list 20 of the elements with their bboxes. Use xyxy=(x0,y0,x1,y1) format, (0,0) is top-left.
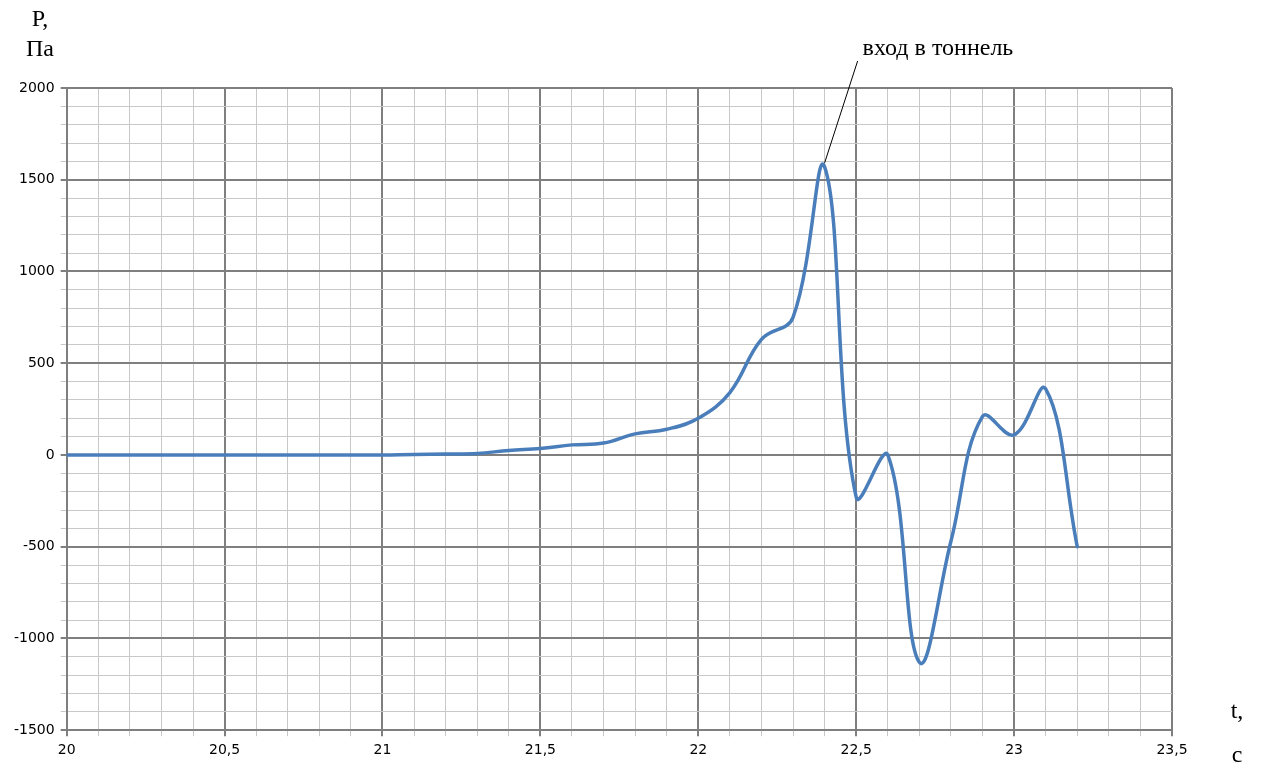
x-tick-label: 20 xyxy=(57,741,76,758)
annotation: вход в тоннель xyxy=(862,34,1014,60)
x-tick-label: 22 xyxy=(689,741,708,758)
x-tick-label: 21,5 xyxy=(524,741,556,758)
y-tick-label: -500 xyxy=(22,537,55,554)
line-series xyxy=(66,164,1080,665)
x-tick-label: 23,5 xyxy=(1156,741,1188,758)
y-tick-label: 1000 xyxy=(19,262,55,279)
x-tick-label: 22,5 xyxy=(840,741,872,758)
x-axis-title: t, с xyxy=(1230,697,1244,768)
x-tick-label: 23 xyxy=(1005,741,1024,758)
y-tick-label: 0 xyxy=(45,445,55,462)
y-axis-title: P, Па xyxy=(26,5,55,61)
y-tick-label: 500 xyxy=(27,353,55,370)
y-tick-label: 1500 xyxy=(19,170,55,187)
y-tick-label: 2000 xyxy=(19,78,55,95)
x-tick-label: 21 xyxy=(373,741,392,758)
y-tick-label: -1500 xyxy=(13,720,55,737)
x-tick-label: 20,5 xyxy=(209,741,241,758)
y-tick-label: -1000 xyxy=(13,629,55,646)
